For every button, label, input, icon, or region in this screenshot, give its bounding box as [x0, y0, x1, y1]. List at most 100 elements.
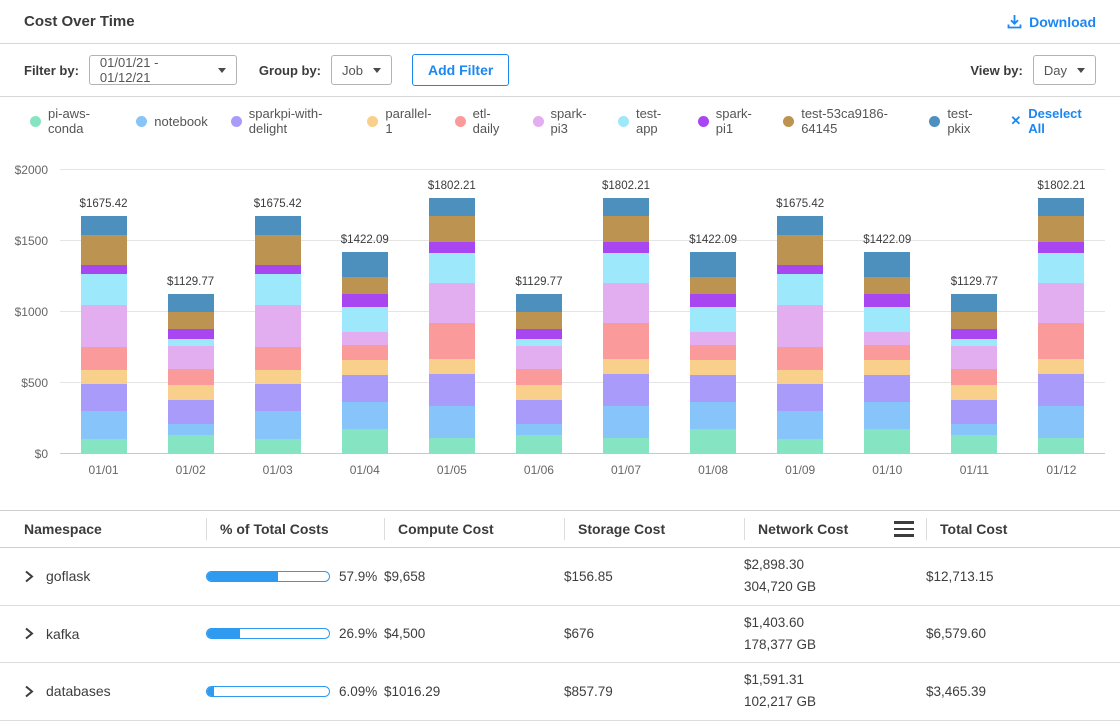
network-gb-value: 178,377 GB	[744, 634, 926, 656]
group-by-select[interactable]: Job	[331, 55, 392, 85]
namespace-label: databases	[46, 683, 111, 699]
column-header-label: Namespace	[24, 521, 102, 537]
pct-label: 26.9%	[339, 626, 377, 641]
bar-segment-test-app	[516, 339, 562, 347]
expand-chevron-icon[interactable]	[24, 570, 34, 583]
pct-progress-bar	[206, 571, 330, 582]
x-axis-tick-label: 01/09	[757, 463, 844, 477]
bar-segment-parallel-1	[951, 385, 997, 400]
legend-dot-icon	[783, 116, 794, 127]
legend-item-etl-daily[interactable]: etl-daily	[455, 106, 510, 136]
bar-segment-spark-pi3	[429, 283, 475, 322]
deselect-all-button[interactable]: ✕ Deselect All	[1010, 106, 1090, 136]
x-axis-tick-label: 01/11	[931, 463, 1018, 477]
bar-segment-spark-pi1	[951, 329, 997, 339]
bar-segment-pi-aws-conda	[864, 429, 910, 454]
bar-segment-etl-daily	[168, 369, 214, 385]
view-by-select[interactable]: Day	[1033, 55, 1096, 85]
bar-segment-etl-daily	[690, 345, 736, 360]
legend-item-notebook[interactable]: notebook	[136, 114, 208, 129]
bar-segment-sparkpi-with-delight	[516, 400, 562, 424]
legend-item-spark-pi1[interactable]: spark-pi1	[698, 106, 760, 136]
legend-label: test-app	[636, 106, 675, 136]
bar-segment-parallel-1	[690, 360, 736, 375]
legend-dot-icon	[698, 116, 709, 127]
bar-group-01/08: $1422.0901/08	[670, 170, 757, 454]
column-header-namespace: Namespace	[24, 518, 206, 540]
bar-segment-pi-aws-conda	[168, 435, 214, 454]
bar-total-label: $1675.42	[80, 198, 128, 210]
table-row-kafka[interactable]: kafka26.9%$4,500$676$1,403.60178,377 GB$…	[0, 606, 1120, 664]
legend-label: parallel-1	[385, 106, 431, 136]
bar-segment-sparkpi-with-delight	[603, 374, 649, 406]
table-row-databases[interactable]: databases6.09%$1016.29$857.79$1,591.3110…	[0, 663, 1120, 721]
legend-item-test-app[interactable]: test-app	[618, 106, 675, 136]
bar-total-label: $1129.77	[167, 276, 214, 288]
y-axis-tick-label: $2000	[0, 163, 48, 177]
legend-item-spark-pi3[interactable]: spark-pi3	[533, 106, 595, 136]
bar-segment-spark-pi3	[603, 283, 649, 322]
bar-segment-test-53ca9186-64145	[951, 312, 997, 329]
bar-segment-spark-pi1	[690, 294, 736, 307]
bar-segment-notebook	[81, 411, 127, 440]
bar-segment-etl-daily	[1038, 323, 1084, 359]
namespace-cell: goflask	[24, 568, 206, 584]
date-range-select[interactable]: 01/01/21 - 01/12/21	[89, 55, 237, 85]
bar-segment-pi-aws-conda	[603, 438, 649, 454]
bar-segment-notebook	[255, 411, 301, 440]
storage-cost-value: $676	[564, 626, 744, 641]
pct-progress-bar	[206, 628, 330, 639]
pct-progress-bar	[206, 686, 330, 697]
legend-item-sparkpi-with-delight[interactable]: sparkpi-with-delight	[231, 106, 345, 136]
bar-segment-spark-pi1	[429, 242, 475, 253]
legend-dot-icon	[136, 116, 147, 127]
x-axis-tick-label: 01/04	[321, 463, 408, 477]
legend-label: spark-pi1	[716, 106, 760, 136]
download-button[interactable]: Download	[1007, 14, 1096, 30]
legend-item-pi-aws-conda[interactable]: pi-aws-conda	[30, 106, 113, 136]
network-cost-value: $1,591.31	[744, 669, 926, 691]
legend-item-test-pkix[interactable]: test-pkix	[929, 106, 987, 136]
bar-segment-etl-daily	[429, 323, 475, 359]
storage-cost-value: $857.79	[564, 684, 744, 699]
bar-segment-test-53ca9186-64145	[777, 235, 823, 265]
namespace-cell: kafka	[24, 626, 206, 642]
bar-group-01/06: $1129.7701/06	[495, 170, 582, 454]
bar-segment-test-53ca9186-64145	[168, 312, 214, 329]
table-row-goflask[interactable]: goflask57.9%$9,658$156.85$2,898.30304,72…	[0, 548, 1120, 606]
pct-of-total-cell: 26.9%	[206, 626, 384, 641]
bar-segment-test-53ca9186-64145	[516, 312, 562, 329]
legend-dot-icon	[367, 116, 378, 127]
legend-dot-icon	[929, 116, 940, 127]
bar-segment-parallel-1	[342, 360, 388, 375]
bar-segment-spark-pi3	[516, 346, 562, 369]
legend-dot-icon	[30, 116, 41, 127]
deselect-all-label: Deselect All	[1028, 106, 1090, 136]
y-axis-tick-label: $1500	[0, 234, 48, 248]
header: Cost Over Time Download	[0, 0, 1120, 44]
bar-segment-notebook	[168, 424, 214, 435]
column-settings-icon[interactable]	[894, 521, 914, 537]
bar-segment-spark-pi1	[864, 294, 910, 307]
filter-by-label: Filter by:	[24, 63, 79, 78]
bar-segment-spark-pi1	[777, 265, 823, 275]
namespace-cell: databases	[24, 683, 206, 699]
bar-segment-test-app	[342, 307, 388, 332]
legend-item-parallel-1[interactable]: parallel-1	[367, 106, 431, 136]
bar-group-01/10: $1422.0901/10	[844, 170, 931, 454]
download-icon	[1007, 14, 1022, 29]
chevron-down-icon	[373, 68, 381, 73]
bar-segment-test-app	[255, 274, 301, 305]
bar-segment-sparkpi-with-delight	[168, 400, 214, 424]
x-axis-tick-label: 01/02	[147, 463, 234, 477]
expand-chevron-icon[interactable]	[24, 627, 34, 640]
column-header-total-cost: Total Cost	[926, 518, 1120, 540]
bar-segment-parallel-1	[168, 385, 214, 400]
chart-legend: pi-aws-conda notebook sparkpi-with-delight…	[0, 97, 1120, 145]
chevron-down-icon	[218, 68, 226, 73]
column-header-compute-cost: Compute Cost	[384, 518, 564, 540]
bar-group-01/07: $1802.2101/07	[582, 170, 669, 454]
add-filter-button[interactable]: Add Filter	[412, 54, 509, 86]
legend-label: test-53ca9186-64145	[801, 106, 906, 136]
legend-item-test-53ca9186-64145[interactable]: test-53ca9186-64145	[783, 106, 906, 136]
